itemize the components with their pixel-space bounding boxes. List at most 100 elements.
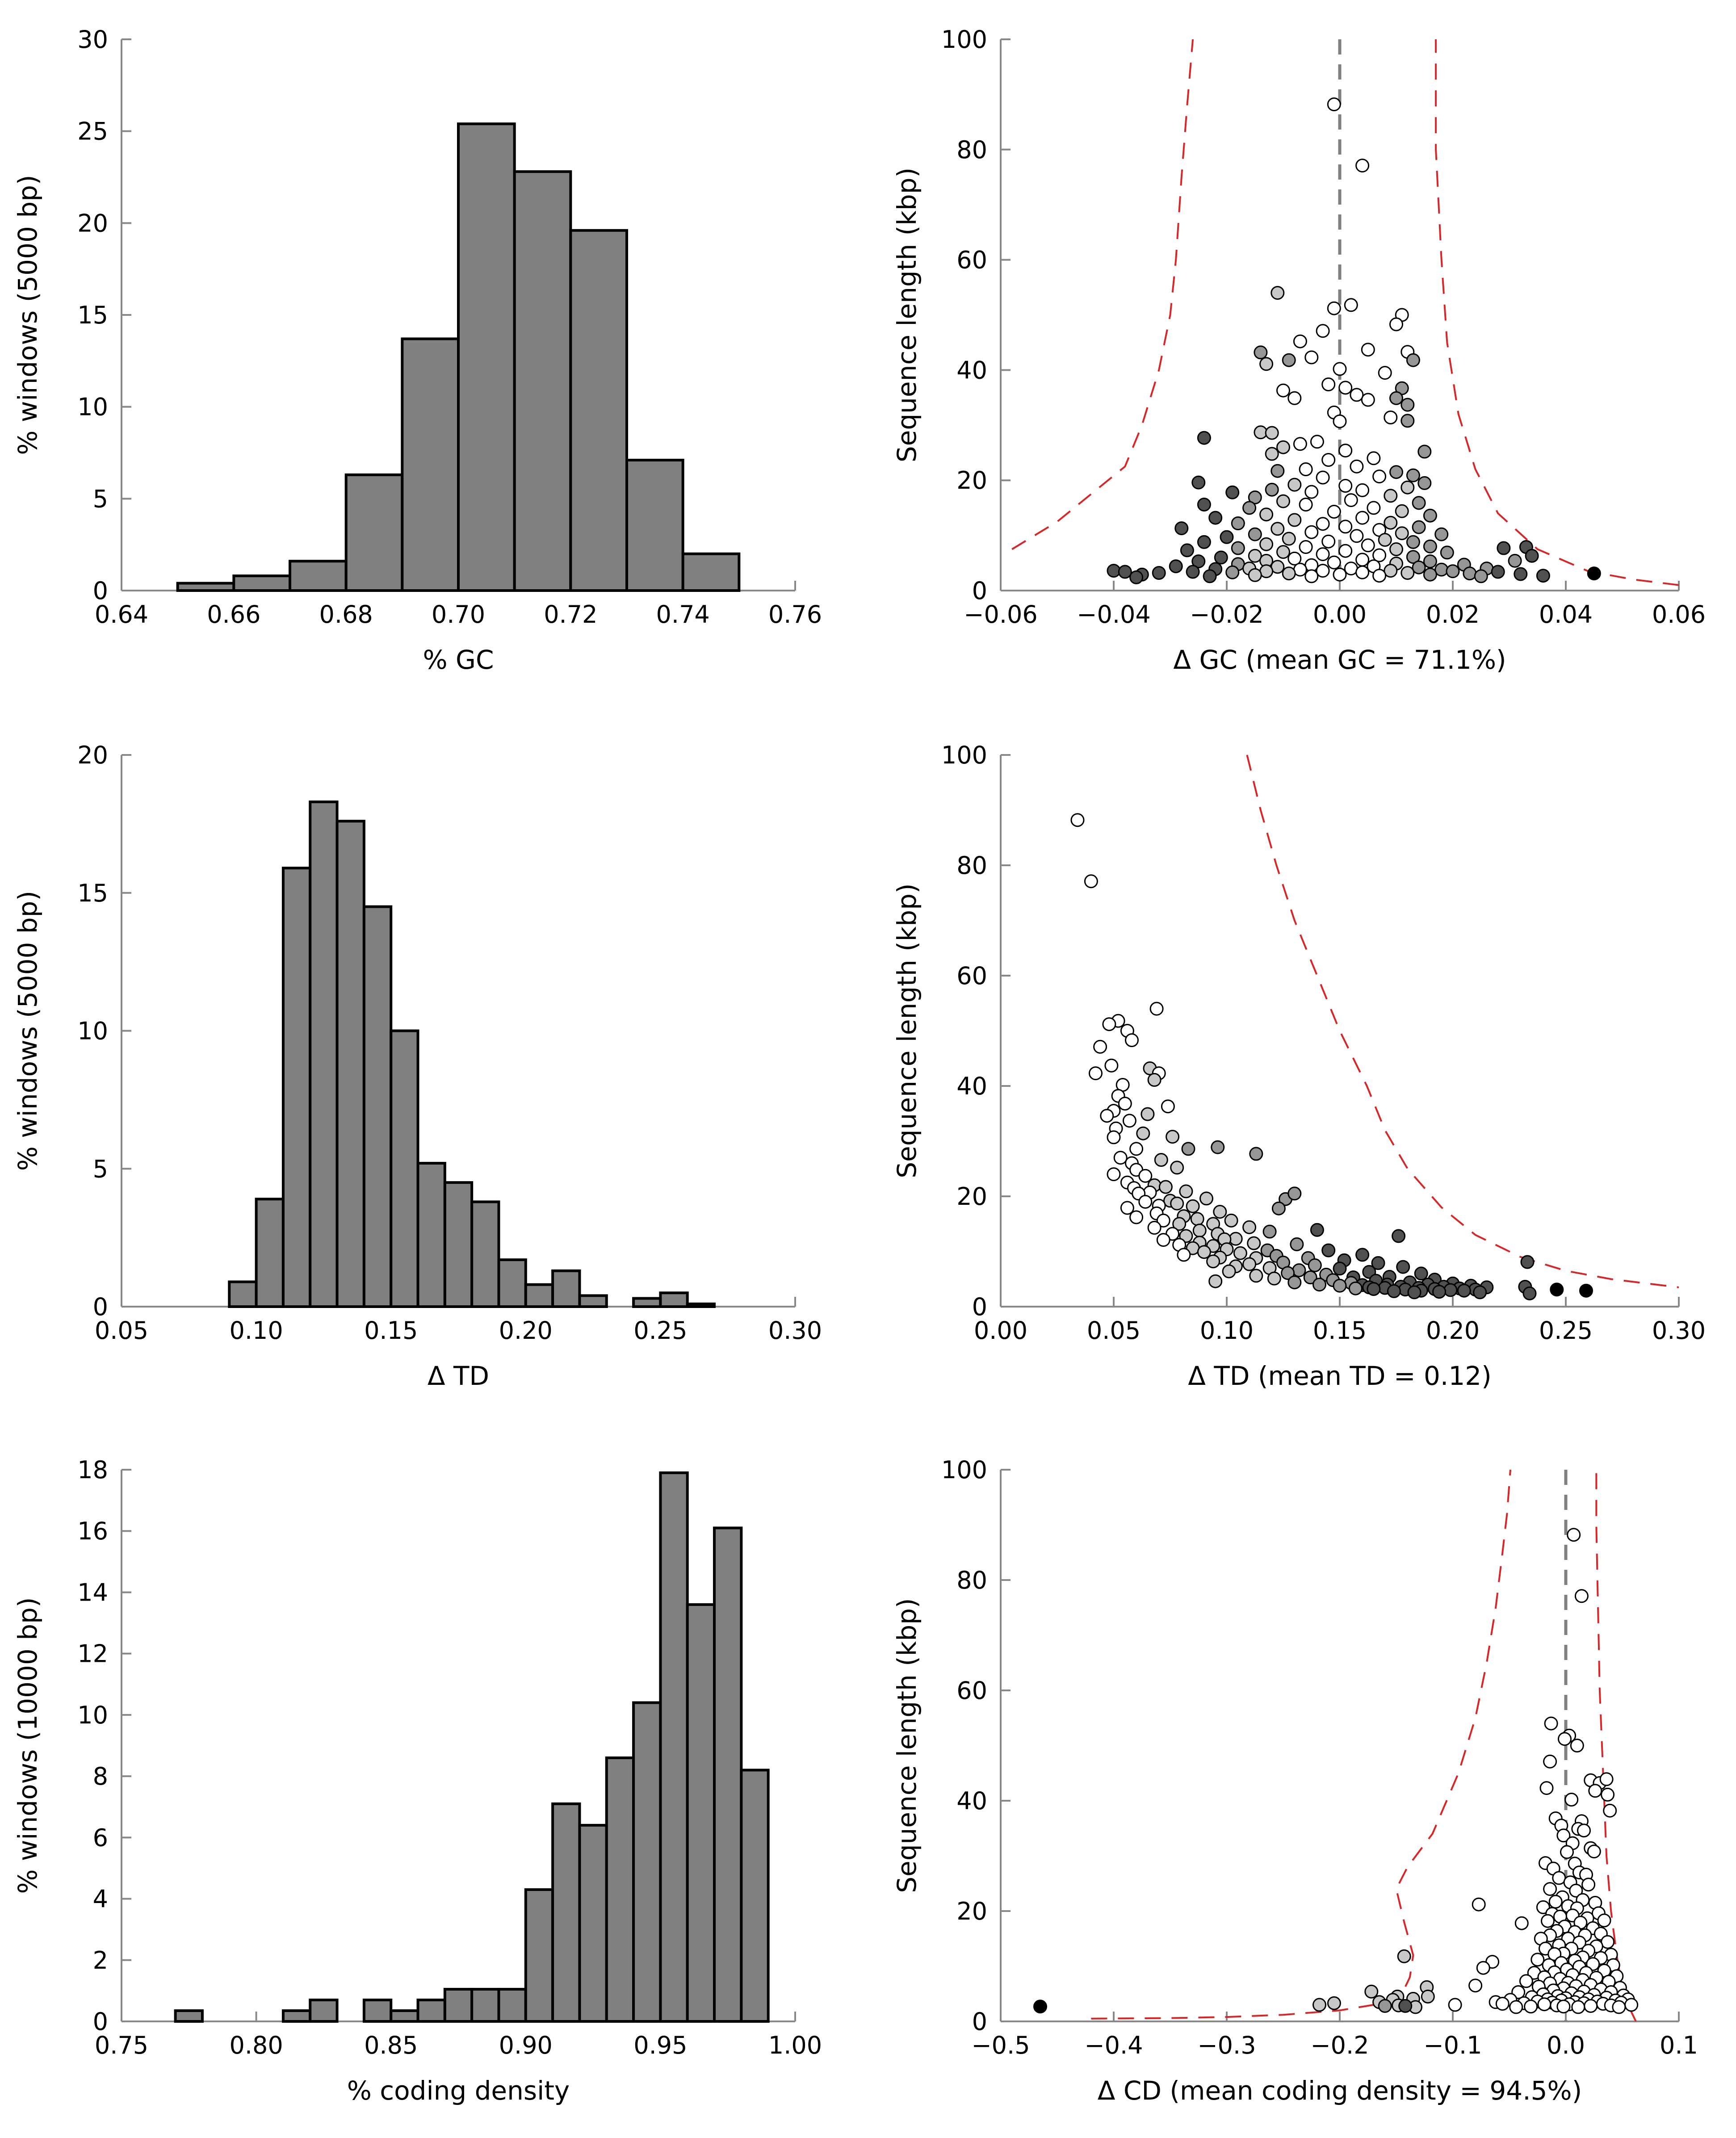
scatter-point bbox=[1396, 1260, 1410, 1274]
scatter-point bbox=[1338, 544, 1353, 558]
histogram-bar bbox=[578, 1294, 608, 1308]
scatter-point bbox=[1254, 425, 1268, 440]
scatter-point bbox=[1197, 1245, 1211, 1259]
scatter-point bbox=[1186, 1199, 1200, 1213]
scatter-point bbox=[1571, 2000, 1585, 2014]
scatter-point bbox=[1361, 393, 1375, 407]
scatter-point bbox=[1161, 1099, 1175, 1114]
scatter-point bbox=[1355, 159, 1370, 173]
scatter-point bbox=[1387, 1284, 1401, 1298]
y-tick-label: 10 bbox=[77, 393, 108, 421]
scatter-point bbox=[1271, 1201, 1286, 1216]
histogram-bar bbox=[551, 1269, 581, 1308]
scatter-point bbox=[1389, 391, 1403, 405]
scatter-point bbox=[1265, 426, 1279, 440]
scatter-point bbox=[1242, 1257, 1257, 1271]
scatter-point bbox=[1514, 567, 1528, 581]
x-tick-label: 0.05 bbox=[1087, 1316, 1141, 1345]
scatter-point bbox=[1372, 470, 1387, 484]
scatter-point bbox=[1276, 494, 1290, 508]
scatter-point bbox=[1321, 377, 1336, 391]
scatter-point bbox=[1432, 1285, 1447, 1299]
histogram-bar bbox=[362, 905, 393, 1308]
scatter-point bbox=[1180, 543, 1194, 558]
scatter-point bbox=[1612, 2000, 1626, 2014]
scatter-point bbox=[1299, 498, 1313, 511]
scatter-point bbox=[1560, 1845, 1574, 1859]
y-tick-label: 100 bbox=[941, 1456, 987, 1484]
x-tick-label: −0.06 bbox=[964, 600, 1037, 629]
scatter-point bbox=[1107, 1130, 1121, 1144]
histogram-bar bbox=[686, 1302, 716, 1308]
scatter-point bbox=[1525, 549, 1539, 563]
x-tick-label: 0.15 bbox=[1313, 1316, 1367, 1345]
scatter-point bbox=[1440, 545, 1454, 560]
x-tick-label: 0.30 bbox=[768, 1316, 822, 1345]
scatter-point bbox=[1321, 534, 1336, 549]
y-tick-label: 14 bbox=[77, 1578, 108, 1606]
histogram-bar bbox=[416, 1161, 446, 1308]
scatter-point bbox=[1282, 566, 1296, 581]
scatter-point bbox=[1113, 1151, 1128, 1165]
scatter-point bbox=[1468, 1979, 1483, 1993]
histogram-bar bbox=[659, 1291, 689, 1308]
scatter-point bbox=[1434, 562, 1449, 577]
scatter-point bbox=[1327, 555, 1341, 570]
histogram-bar bbox=[625, 458, 684, 592]
x-tick-label: 0.85 bbox=[364, 2031, 418, 2059]
scatter-point bbox=[1495, 1997, 1510, 2011]
scatter-point bbox=[1084, 874, 1098, 889]
histogram-bar bbox=[470, 1987, 500, 2023]
y-tick-label: 20 bbox=[77, 741, 108, 769]
scatter-point bbox=[1392, 1229, 1406, 1243]
scatter-point bbox=[1259, 537, 1274, 551]
y-axis-title: Sequence length (kbp) bbox=[892, 1598, 922, 1893]
scatter-point bbox=[1384, 564, 1398, 578]
scatter-point bbox=[1448, 1998, 1462, 2012]
scatter-point bbox=[1355, 1248, 1370, 1262]
x-tick-label: 0.75 bbox=[95, 2031, 148, 2059]
chart-panel-3: 0.05 0.10 0.15 0.20 0.25 0.30 0 5 10 15 20 Δ TD % wi… bbox=[13, 741, 822, 1391]
x-tick-label: 0.72 bbox=[544, 600, 597, 629]
x-tick-label: 0.76 bbox=[768, 600, 822, 629]
histogram-bar bbox=[390, 1029, 419, 1308]
scatter-point bbox=[1292, 1263, 1306, 1277]
y-tick-label: 2 bbox=[93, 1946, 108, 1975]
scatter-point bbox=[1271, 464, 1285, 478]
histogram-bar bbox=[443, 1987, 474, 2023]
scatter-point bbox=[1149, 1002, 1164, 1016]
scatter-point bbox=[1574, 1589, 1589, 1603]
scatter-point bbox=[1401, 398, 1415, 412]
histogram-bar bbox=[362, 1998, 393, 2023]
y-tick-label: 30 bbox=[77, 25, 108, 54]
scatter-point bbox=[1536, 569, 1550, 583]
scatter-point bbox=[1303, 1270, 1317, 1284]
scatter-point bbox=[1476, 1961, 1490, 1975]
chart-panel-5: 0.75 0.80 0.85 0.90 0.95 1.00 0 2 4 6 8 10 12 14 16 18%… bbox=[13, 1456, 822, 2106]
scatter-point bbox=[1401, 566, 1415, 580]
x-tick-label: −0.3 bbox=[1197, 2031, 1256, 2059]
y-tick-label: 20 bbox=[956, 1897, 987, 1925]
scatter-point bbox=[1271, 522, 1285, 536]
histogram-bar bbox=[344, 473, 404, 592]
scatter-point bbox=[1355, 553, 1370, 567]
x-tick-label: −0.04 bbox=[1077, 600, 1150, 629]
scatter-point bbox=[1166, 1130, 1180, 1144]
x-tick-label: 0.10 bbox=[1200, 1316, 1254, 1345]
scatter-point bbox=[1242, 1220, 1257, 1234]
scatter-point bbox=[1338, 444, 1353, 458]
y-tick-label: 8 bbox=[93, 1762, 108, 1790]
scatter-point bbox=[1401, 414, 1415, 428]
scatter-point bbox=[1384, 411, 1398, 424]
scatter-point bbox=[1350, 388, 1364, 402]
scatter-point bbox=[1588, 1784, 1602, 1798]
scatter-point bbox=[1601, 1787, 1615, 1802]
scatter-point bbox=[1290, 1237, 1304, 1251]
scatter-point bbox=[1570, 1739, 1584, 1752]
chart-panel-1: 0.64 0.66 0.68 0.70 0.72 0.74 0.76 0 5 10 15 20 25 30… bbox=[13, 25, 822, 675]
histogram-bar bbox=[281, 867, 312, 1308]
scatter-point bbox=[1122, 1114, 1136, 1128]
scatter-point bbox=[1129, 1210, 1144, 1224]
histogram-bar bbox=[632, 1701, 662, 2023]
x-tick-label: 0.70 bbox=[432, 600, 485, 629]
